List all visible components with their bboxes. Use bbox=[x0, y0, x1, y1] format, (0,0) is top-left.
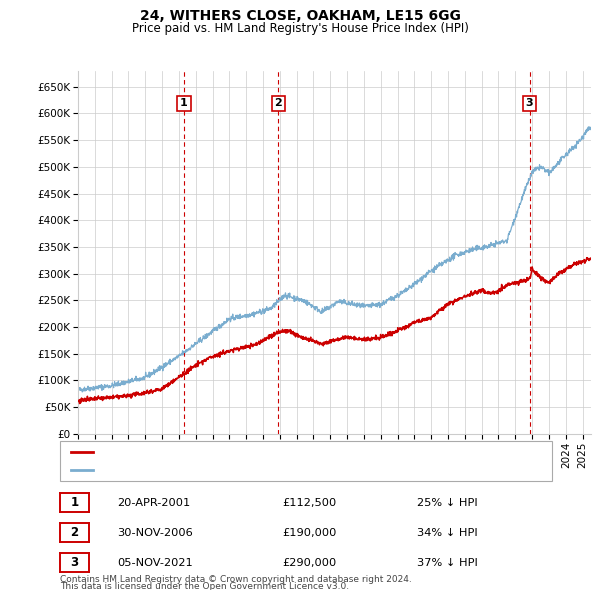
Text: 25% ↓ HPI: 25% ↓ HPI bbox=[417, 498, 478, 507]
Text: This data is licensed under the Open Government Licence v3.0.: This data is licensed under the Open Gov… bbox=[60, 582, 349, 590]
Text: 1: 1 bbox=[70, 496, 79, 509]
Text: 30-NOV-2006: 30-NOV-2006 bbox=[117, 528, 193, 537]
Text: 24, WITHERS CLOSE, OAKHAM, LE15 6GG: 24, WITHERS CLOSE, OAKHAM, LE15 6GG bbox=[140, 9, 460, 23]
Text: £112,500: £112,500 bbox=[282, 498, 336, 507]
Text: 2: 2 bbox=[70, 526, 79, 539]
Text: 2: 2 bbox=[275, 99, 283, 109]
Text: Contains HM Land Registry data © Crown copyright and database right 2024.: Contains HM Land Registry data © Crown c… bbox=[60, 575, 412, 584]
Text: £190,000: £190,000 bbox=[282, 528, 337, 537]
Text: £290,000: £290,000 bbox=[282, 558, 336, 568]
Text: 3: 3 bbox=[70, 556, 79, 569]
Text: HPI: Average price, detached house, Rutland: HPI: Average price, detached house, Rutl… bbox=[100, 464, 323, 474]
Text: 3: 3 bbox=[526, 99, 533, 109]
Text: 1: 1 bbox=[180, 99, 188, 109]
Text: 20-APR-2001: 20-APR-2001 bbox=[117, 498, 190, 507]
Text: Price paid vs. HM Land Registry's House Price Index (HPI): Price paid vs. HM Land Registry's House … bbox=[131, 22, 469, 35]
Text: 05-NOV-2021: 05-NOV-2021 bbox=[117, 558, 193, 568]
Text: 24, WITHERS CLOSE, OAKHAM, LE15 6GG (detached house): 24, WITHERS CLOSE, OAKHAM, LE15 6GG (det… bbox=[100, 447, 397, 457]
Text: 37% ↓ HPI: 37% ↓ HPI bbox=[417, 558, 478, 568]
Text: 34% ↓ HPI: 34% ↓ HPI bbox=[417, 528, 478, 537]
